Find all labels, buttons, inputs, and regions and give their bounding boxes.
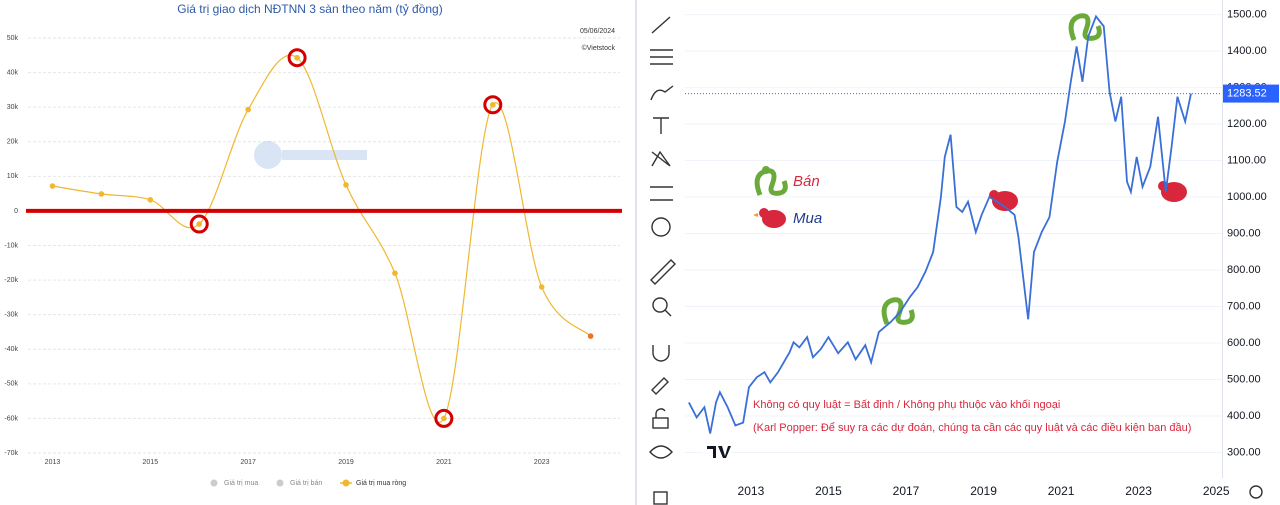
snake-icon xyxy=(1068,13,1102,41)
y-tick-label: 700.00 xyxy=(1227,300,1261,312)
sell-label: Bán xyxy=(793,173,820,190)
legend-label: Giá trị mua ròng xyxy=(356,480,406,487)
data-point xyxy=(343,182,349,188)
y-tick-label: 1000.00 xyxy=(1227,191,1267,203)
y-tick-label: 40k xyxy=(7,69,19,76)
source: ©Vietstock xyxy=(582,44,616,52)
highlight-ring xyxy=(287,48,307,68)
data-point xyxy=(538,284,545,290)
data-point xyxy=(294,54,300,61)
last-price-label: 1283.52 xyxy=(1227,87,1267,99)
y-tick-label: 800.00 xyxy=(1227,264,1261,276)
y-tick-label: -10k xyxy=(4,242,18,249)
x-tick-label: 2023 xyxy=(534,459,550,466)
toolbar xyxy=(637,0,685,505)
y-tick-label: 50k xyxy=(7,35,19,42)
y-tick-label: -50k xyxy=(4,381,18,388)
y-tick-label: 1200.00 xyxy=(1227,118,1267,130)
y-tick-label: 900.00 xyxy=(1227,227,1261,239)
y-tick-label: 300.00 xyxy=(1227,446,1261,458)
annotation: Không có quy luật = Bất định / Không phụ… xyxy=(753,399,1060,411)
x-tick-label: 2015 xyxy=(815,484,842,498)
x-tick-label: 2019 xyxy=(338,459,354,466)
bird-icon xyxy=(753,208,786,228)
y-tick-label: 10k xyxy=(7,173,19,180)
y-tick-label: 1100.00 xyxy=(1227,154,1266,166)
data-point xyxy=(196,221,203,227)
highlight-ring xyxy=(483,95,503,115)
snake-icon xyxy=(754,166,788,196)
legend-marker xyxy=(210,479,218,487)
snake-icon xyxy=(881,297,915,325)
buy-label: Mua xyxy=(793,210,822,227)
y-tick-label: -70k xyxy=(4,450,18,457)
divider xyxy=(635,0,637,505)
y-tick-label: -30k xyxy=(4,312,18,319)
legend-label: Giá trị mua xyxy=(224,480,258,487)
left-panel xyxy=(0,0,635,505)
legend-label: Giá trị bán xyxy=(290,480,322,487)
x-tick-label: 2015 xyxy=(143,459,159,466)
y-tick-label: 1500.00 xyxy=(1227,9,1267,21)
tv-logo xyxy=(707,446,731,458)
data-point xyxy=(441,415,447,422)
data-point xyxy=(49,183,56,189)
y-tick-label: 500.00 xyxy=(1227,373,1261,385)
data-point xyxy=(489,101,496,108)
y-tick-label: 30k xyxy=(7,104,19,111)
x-tick-label: 2019 xyxy=(970,484,997,498)
y-tick-label: -20k xyxy=(4,277,18,284)
y-tick-label: 1400.00 xyxy=(1227,45,1267,57)
y-tick-label: 600.00 xyxy=(1227,337,1261,349)
data-point xyxy=(98,191,105,197)
x-tick-label: 2025 xyxy=(1203,484,1230,498)
data-line xyxy=(688,14,1192,434)
legend-marker xyxy=(276,479,284,487)
highlight-ring xyxy=(434,408,454,428)
y-tick-label: 400.00 xyxy=(1227,410,1261,422)
x-tick-label: 2021 xyxy=(436,459,452,466)
watermark xyxy=(254,141,367,169)
data-point xyxy=(392,270,398,276)
legend-marker xyxy=(342,479,350,487)
data-point xyxy=(147,197,154,203)
x-tick-label: 2021 xyxy=(1048,484,1075,498)
date: 05/06/2024 xyxy=(580,28,615,35)
price-axis-border xyxy=(1222,0,1223,478)
last-price-box xyxy=(1223,84,1279,103)
x-tick-label: 2023 xyxy=(1125,484,1152,498)
toolbar-icons[interactable] xyxy=(649,16,676,505)
y-tick-label: -60k xyxy=(4,415,18,422)
x-tick-label: 2013 xyxy=(738,484,765,498)
bird-icon xyxy=(1158,181,1187,202)
y-tick-label: 20k xyxy=(7,139,19,146)
data-point xyxy=(245,106,251,113)
x-tick-label: 2017 xyxy=(893,484,920,498)
chart-title: Giá trị giao dịch NĐTNN 3 sàn theo năm (… xyxy=(177,2,442,16)
settings-icon[interactable] xyxy=(1249,485,1263,499)
x-tick-label: 2013 xyxy=(45,459,61,466)
x-tick-label: 2017 xyxy=(240,459,256,466)
annotation: (Karl Popper: Để suy ra các dự đoán, chú… xyxy=(753,422,1191,434)
highlight-ring xyxy=(189,214,209,234)
data-point xyxy=(587,333,594,339)
y-tick-label: 0 xyxy=(14,208,18,215)
y-tick-label: -40k xyxy=(4,346,18,353)
